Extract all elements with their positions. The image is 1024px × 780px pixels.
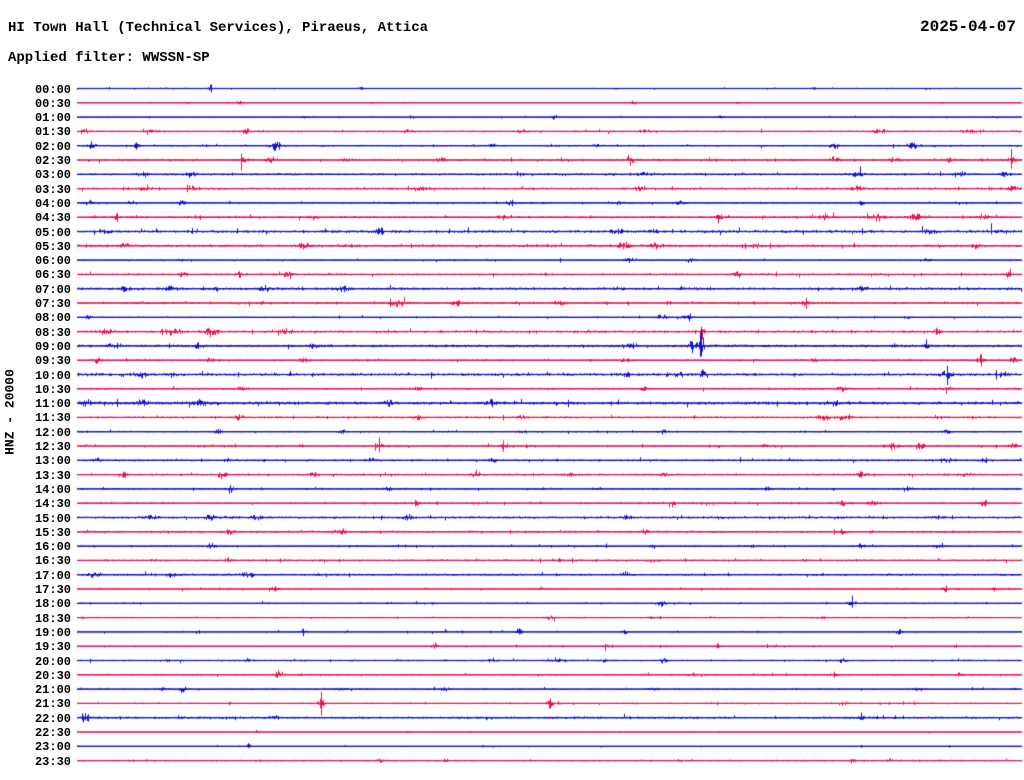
time-label: 11:00 <box>34 397 71 412</box>
time-label: 12:30 <box>34 440 71 454</box>
time-label: 04:00 <box>34 196 71 211</box>
time-label: 06:00 <box>34 254 71 269</box>
time-label: 18:30 <box>34 611 71 626</box>
time-label: 05:00 <box>34 225 71 240</box>
time-label: 00:30 <box>34 96 71 111</box>
time-label: 13:00 <box>34 454 71 469</box>
time-label: 19:00 <box>34 625 71 640</box>
time-label: 16:00 <box>34 540 71 555</box>
time-label: 17:00 <box>34 568 71 583</box>
time-label: 16:30 <box>34 554 71 569</box>
time-label: 08:30 <box>34 325 71 340</box>
time-label: 03:30 <box>34 182 71 197</box>
time-label: 10:30 <box>34 382 71 397</box>
time-label: 12:00 <box>34 425 71 440</box>
time-label: 22:30 <box>34 726 71 740</box>
time-label: 07:30 <box>34 297 71 311</box>
time-label: 00:00 <box>34 82 71 97</box>
time-label: 02:30 <box>34 154 71 168</box>
time-label: 13:30 <box>34 468 71 483</box>
time-label: 01:30 <box>34 125 71 140</box>
time-label: 11:30 <box>34 411 71 426</box>
time-label: 17:30 <box>34 583 71 597</box>
time-label: 21:00 <box>34 683 71 698</box>
time-label: 14:00 <box>34 482 71 497</box>
time-label: 18:00 <box>34 597 71 612</box>
time-label: 03:00 <box>34 168 71 183</box>
time-label: 10:00 <box>34 368 71 383</box>
time-label: 15:00 <box>34 511 71 526</box>
time-label: 02:00 <box>34 139 71 154</box>
time-label: 20:30 <box>34 668 71 683</box>
time-label: 07:00 <box>34 282 71 297</box>
time-label: 14:30 <box>34 497 71 512</box>
time-label: 20:00 <box>34 654 71 669</box>
time-label: 08:00 <box>34 311 71 326</box>
time-label: 15:30 <box>34 525 71 540</box>
time-label: 04:30 <box>34 211 71 226</box>
time-label: 22:00 <box>34 711 71 726</box>
time-label: 09:00 <box>34 339 71 354</box>
applied-filter-label: Applied filter: WWSSN-SP <box>8 50 210 66</box>
time-label: 06:30 <box>34 268 71 283</box>
time-label: 23:00 <box>34 740 71 755</box>
record-date: 2025-04-07 <box>919 18 1016 36</box>
station-title: HI Town Hall (Technical Services), Pirae… <box>8 20 429 36</box>
time-label: 23:30 <box>34 754 71 769</box>
seismogram-canvas <box>76 80 1024 775</box>
time-label: 09:30 <box>34 354 71 369</box>
time-label: 01:00 <box>34 111 71 126</box>
time-label: 21:30 <box>34 697 71 712</box>
time-label: 19:30 <box>34 640 71 655</box>
time-label: 05:30 <box>34 239 71 254</box>
